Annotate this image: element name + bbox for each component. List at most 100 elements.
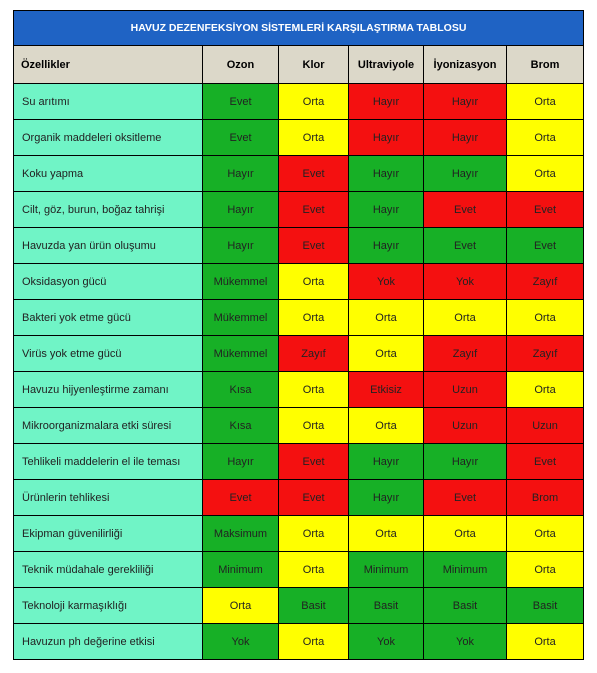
rating-cell: Basit xyxy=(423,587,507,624)
rating-cell: Hayır xyxy=(202,155,279,192)
feature-label: Bakteri yok etme gücü xyxy=(13,299,203,336)
rating-cell: Minimum xyxy=(423,551,507,588)
table-row: Oksidasyon gücü Mükemmel Orta Yok Yok Zayıf xyxy=(13,263,585,300)
table-row: Havuzda yan ürün oluşumu Hayır Evet Hayır Ev… xyxy=(13,227,585,264)
rating-cell: Evet xyxy=(505,227,585,264)
rating-cell: Hayır xyxy=(202,227,279,264)
rating-cell: Evet xyxy=(278,227,349,264)
rating-cell: Evet xyxy=(505,191,585,228)
rating-cell: Evet xyxy=(278,191,349,228)
rating-cell: Orta xyxy=(423,515,507,552)
rating-cell: Mükemmel xyxy=(202,335,279,372)
rating-cell: Evet xyxy=(278,443,349,480)
feature-label: Virüs yok etme gücü xyxy=(13,335,203,372)
rating-cell: Evet xyxy=(202,479,279,516)
rating-cell: Orta xyxy=(278,623,349,660)
table-row: Tehlikeli maddelerin el ile teması Hayır E… xyxy=(13,443,585,480)
rating-cell: Orta xyxy=(423,299,507,336)
comparison-table: HAVUZ DEZENFEKSİYON SİSTEMLERİ KARŞILAŞT… xyxy=(12,10,585,660)
table-row: Mikroorganizmalara etki süresi Kısa Orta Or… xyxy=(13,407,585,444)
rating-cell: Orta xyxy=(278,119,349,156)
rating-cell: Orta xyxy=(505,551,585,588)
feature-label: Havuzu hijyenleştirme zamanı xyxy=(13,371,203,408)
rating-cell: Yok xyxy=(202,623,279,660)
rating-cell: Hayır xyxy=(348,155,424,192)
table-body: Su arıtımı Evet Orta Hayır Hayır Orta Organik … xyxy=(13,83,585,660)
rating-cell: Uzun xyxy=(505,407,585,444)
header-brom: Brom xyxy=(505,45,585,84)
rating-cell: Orta xyxy=(348,515,424,552)
rating-cell: Orta xyxy=(278,263,349,300)
rating-cell: Orta xyxy=(278,83,349,120)
table-row: Teknoloji karmaşıklığı Orta Basit Basit Basi… xyxy=(13,587,585,624)
header-ozon: Ozon xyxy=(202,45,279,84)
feature-label: Havuzda yan ürün oluşumu xyxy=(13,227,203,264)
table-title: HAVUZ DEZENFEKSİYON SİSTEMLERİ KARŞILAŞT… xyxy=(12,10,585,46)
rating-cell: Zayıf xyxy=(278,335,349,372)
rating-cell: Orta xyxy=(348,299,424,336)
feature-label: Tehlikeli maddelerin el ile teması xyxy=(13,443,203,480)
rating-cell: Orta xyxy=(348,407,424,444)
header-ultraviyole: Ultraviyole xyxy=(348,45,424,84)
header-klor: Klor xyxy=(278,45,349,84)
feature-label: Su arıtımı xyxy=(13,83,203,120)
rating-cell: Basit xyxy=(278,587,349,624)
rating-cell: Orta xyxy=(505,299,585,336)
rating-cell: Yok xyxy=(423,623,507,660)
rating-cell: Evet xyxy=(423,227,507,264)
table-row: Teknik müdahale gerekliliği Minimum Orta Mi… xyxy=(13,551,585,588)
header-iyonizasyon: İyonizasyon xyxy=(423,45,507,84)
rating-cell: Orta xyxy=(505,155,585,192)
rating-cell: Orta xyxy=(505,371,585,408)
rating-cell: Orta xyxy=(505,623,585,660)
rating-cell: Orta xyxy=(278,299,349,336)
rating-cell: Maksimum xyxy=(202,515,279,552)
feature-label: Ürünlerin tehlikesi xyxy=(13,479,203,516)
feature-label: Havuzun ph değerine etkisi xyxy=(13,623,203,660)
rating-cell: Hayır xyxy=(348,479,424,516)
rating-cell: Hayır xyxy=(348,83,424,120)
rating-cell: Basit xyxy=(505,587,585,624)
rating-cell: Hayır xyxy=(423,119,507,156)
table-row: Cilt, göz, burun, boğaz tahrişi Hayır Evet… xyxy=(13,191,585,228)
rating-cell: Evet xyxy=(423,191,507,228)
feature-label: Koku yapma xyxy=(13,155,203,192)
rating-cell: Uzun xyxy=(423,407,507,444)
rating-cell: Yok xyxy=(348,263,424,300)
rating-cell: Zayıf xyxy=(423,335,507,372)
rating-cell: Hayır xyxy=(348,227,424,264)
rating-cell: Hayır xyxy=(202,443,279,480)
rating-cell: Yok xyxy=(423,263,507,300)
rating-cell: Orta xyxy=(278,515,349,552)
header-row: Özellikler Ozon Klor Ultraviyole İyoniza… xyxy=(13,45,585,84)
table-row: Bakteri yok etme gücü Mükemmel Orta Orta Ort… xyxy=(13,299,585,336)
rating-cell: Evet xyxy=(202,83,279,120)
table-row: Ekipman güvenilirliği Maksimum Orta Orta Ort… xyxy=(13,515,585,552)
rating-cell: Orta xyxy=(348,335,424,372)
rating-cell: Basit xyxy=(348,587,424,624)
rating-cell: Mükemmel xyxy=(202,299,279,336)
feature-label: Oksidasyon gücü xyxy=(13,263,203,300)
rating-cell: Hayır xyxy=(348,119,424,156)
rating-cell: Kısa xyxy=(202,371,279,408)
rating-cell: Mükemmel xyxy=(202,263,279,300)
rating-cell: Zayıf xyxy=(505,335,585,372)
rating-cell: Orta xyxy=(278,371,349,408)
rating-cell: Orta xyxy=(202,587,279,624)
rating-cell: Hayır xyxy=(423,443,507,480)
rating-cell: Orta xyxy=(278,551,349,588)
rating-cell: Evet xyxy=(202,119,279,156)
rating-cell: Evet xyxy=(278,155,349,192)
rating-cell: Orta xyxy=(505,119,585,156)
table-row: Havuzun ph değerine etkisi Yok Orta Yok Yok O… xyxy=(13,623,585,660)
table-row: Su arıtımı Evet Orta Hayır Hayır Orta xyxy=(13,83,585,120)
rating-cell: Evet xyxy=(505,443,585,480)
rating-cell: Hayır xyxy=(202,191,279,228)
rating-cell: Kısa xyxy=(202,407,279,444)
feature-label: Mikroorganizmalara etki süresi xyxy=(13,407,203,444)
rating-cell: Evet xyxy=(278,479,349,516)
header-features: Özellikler xyxy=(13,45,203,84)
table-row: Ürünlerin tehlikesi Evet Evet Hayır Evet Brom xyxy=(13,479,585,516)
rating-cell: Hayır xyxy=(423,83,507,120)
comparison-table-container: HAVUZ DEZENFEKSİYON SİSTEMLERİ KARŞILAŞT… xyxy=(12,10,585,660)
